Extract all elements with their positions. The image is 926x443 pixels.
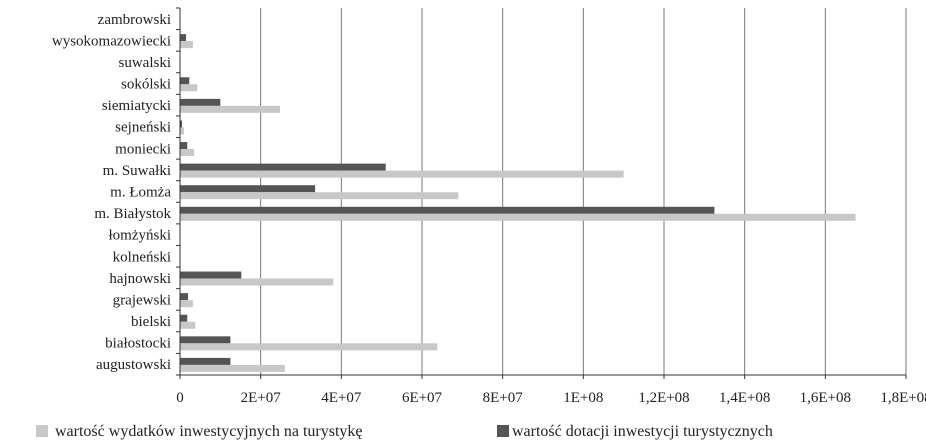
y-category-label: m. Białystok	[94, 206, 171, 222]
x-tick-label: 8E+07	[483, 390, 524, 406]
x-tick-label: 1,6E+08	[800, 390, 851, 406]
legend-label-wydatki: wartość wydatków inwestycyjnych na turys…	[55, 423, 362, 440]
bar-11-dotacje	[180, 142, 188, 150]
y-category-label: augustowski	[96, 357, 171, 373]
y-category-label: łomżyński	[109, 228, 172, 244]
y-category-label: sokólski	[121, 77, 171, 93]
bar-10-wydatki	[180, 170, 624, 178]
y-category-label: moniecki	[115, 141, 171, 157]
x-tick-label: 1,2E+08	[638, 390, 689, 406]
y-axis-labels: augustowski białostocki bielski grajewski ha…	[52, 12, 172, 373]
legend: wartość wydatków inwestycyjnych na turys…	[36, 423, 773, 440]
y-category-label: sejneński	[115, 120, 171, 136]
bar-14-dotacje	[180, 77, 190, 85]
y-category-label: siemiatycki	[102, 98, 171, 114]
bar-10-dotacje	[180, 163, 386, 171]
bar-13-dotacje	[180, 98, 221, 106]
bar-9-wydatki	[180, 192, 459, 200]
bar-1-dotacje	[180, 357, 231, 365]
bar-8-dotacje	[180, 206, 715, 214]
bar-16-wydatki	[180, 41, 193, 49]
y-category-label: zambrowski	[98, 12, 171, 28]
bar-5-wydatki	[180, 278, 334, 286]
y-category-label: kolneński	[113, 249, 171, 265]
y-category-label: białostocki	[105, 336, 171, 352]
y-category-label: bielski	[131, 314, 171, 330]
bars	[180, 34, 856, 372]
axes	[176, 7, 907, 379]
y-category-label: suwalski	[119, 55, 172, 71]
x-tick-label: 6E+07	[402, 390, 443, 406]
y-category-label: wysokomazowiecki	[52, 33, 171, 49]
legend-label-dotacje: wartość dotacji inwestycji turystycznych	[512, 423, 773, 440]
bar-5-dotacje	[180, 271, 242, 279]
x-axis-labels: 0 2E+07 4E+07 6E+07 8E+07 1E+08 1,2E+08 1,4E+08…	[176, 390, 926, 406]
x-tick-label: 0	[176, 390, 184, 406]
bar-12-dotacje	[180, 120, 183, 128]
bar-8-wydatki	[180, 213, 856, 221]
x-tick-label: 1,8E+08	[880, 390, 926, 406]
legend-swatch-wydatki	[36, 425, 48, 437]
bar-13-wydatki	[180, 105, 281, 113]
bar-9-dotacje	[180, 185, 316, 193]
legend-swatch-dotacje	[497, 425, 509, 437]
x-tick-label: 4E+07	[321, 390, 362, 406]
bar-2-wydatki	[180, 343, 438, 351]
gridlines	[260, 8, 907, 375]
x-tick-label: 1E+08	[563, 390, 603, 406]
bar-3-wydatki	[180, 321, 196, 329]
bar-14-wydatki	[180, 84, 198, 92]
x-tick-label: 2E+07	[241, 390, 282, 406]
bar-16-dotacje	[180, 34, 187, 42]
bar-4-dotacje	[180, 293, 189, 301]
bar-12-wydatki	[180, 127, 185, 135]
bar-3-dotacje	[180, 314, 188, 322]
bar-11-wydatki	[180, 149, 195, 157]
y-category-label: hajnowski	[109, 271, 171, 287]
y-category-label: grajewski	[113, 292, 171, 308]
bar-2-dotacje	[180, 336, 231, 344]
y-category-label: m. Suwałki	[103, 163, 171, 179]
bar-1-wydatki	[180, 364, 285, 372]
x-tick-label: 1,4E+08	[719, 390, 770, 406]
bar-4-wydatki	[180, 300, 193, 308]
y-category-label: m. Łomża	[110, 185, 171, 201]
